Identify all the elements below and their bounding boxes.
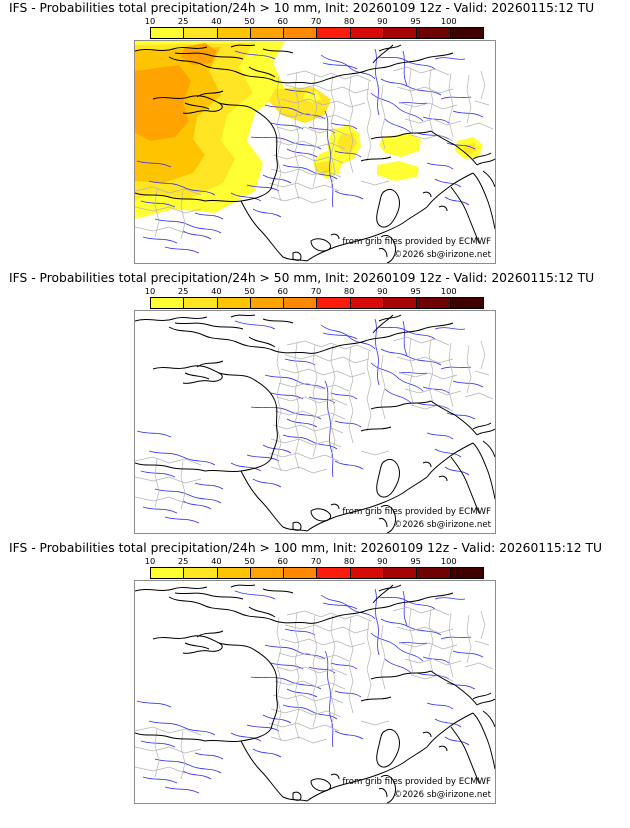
colorbar-tick-50: 50 (244, 556, 255, 566)
colorbar-segment-40 (217, 298, 251, 308)
colorbar-segment-10 (151, 568, 185, 578)
colorbar-segment-70 (317, 298, 351, 308)
panel-10mm: IFS - Probabilities total precipitation/… (0, 0, 630, 264)
rivers-layer (136, 318, 484, 524)
map-canvas-100mm[interactable]: from grib files provided by ECMWF ©2026 … (134, 580, 496, 804)
colorbar-tick-50: 50 (244, 16, 255, 26)
colorbar-segment-80 (350, 568, 385, 578)
colorbar-gradient (150, 27, 484, 39)
colorbar-tick-labels: 10 25 40 50 60 70 80 90 95 100 (0, 287, 630, 298)
colorbar-tick-90: 90 (377, 556, 388, 566)
colorbar-tick-80: 80 (343, 16, 355, 26)
colorbar-segment-90 (384, 28, 418, 38)
panel-100mm: IFS - Probabilities total precipitation/… (0, 540, 630, 804)
colorbar-tick-70: 70 (310, 556, 322, 566)
colorbar-segment-95 (417, 28, 451, 38)
panel-50mm: IFS - Probabilities total precipitation/… (0, 270, 630, 534)
colorbar-tick-25: 25 (177, 556, 189, 566)
admin-boundaries-layer (135, 606, 494, 780)
map-canvas-10mm[interactable]: from grib files provided by ECMWF ©2026 … (134, 40, 496, 264)
panel-title: IFS - Probabilities total precipitation/… (9, 1, 595, 15)
colorbar-segment-10 (151, 298, 185, 308)
colorbar-tick-100: 100 (440, 556, 457, 566)
colorbar-segment-80 (350, 28, 385, 38)
colorbar-segment-100 (450, 28, 483, 38)
colorbar-gradient (150, 567, 484, 579)
rivers-layer (136, 48, 484, 254)
map-svg (135, 41, 495, 263)
precip-probability-shading (135, 41, 483, 219)
colorbar-tick-40: 40 (211, 286, 222, 296)
rivers-layer (136, 588, 484, 794)
colorbar-tick-60: 60 (277, 286, 289, 296)
colorbar-segment-70 (317, 568, 351, 578)
map-credit-source: from grib files provided by ECMWF (342, 507, 491, 517)
panel-title: IFS - Probabilities total precipitation/… (9, 541, 602, 555)
admin-boundaries-layer (135, 66, 494, 240)
colorbar-segment-95 (417, 298, 451, 308)
colorbar-tick-25: 25 (177, 16, 189, 26)
colorbar-segment-50 (250, 568, 285, 578)
colorbar: 10 25 40 50 60 70 80 90 95 100 (0, 557, 630, 579)
colorbar-tick-90: 90 (377, 16, 388, 26)
admin-boundaries-layer (135, 336, 494, 510)
colorbar-tick-90: 90 (377, 286, 388, 296)
coastline-layer (135, 44, 495, 263)
colorbar-segment-25 (184, 568, 218, 578)
colorbar-tick-95: 95 (410, 556, 421, 566)
colorbar-segment-90 (384, 568, 418, 578)
colorbar-tick-10: 10 (144, 556, 156, 566)
colorbar-tick-50: 50 (244, 286, 255, 296)
colorbar-segment-25 (184, 298, 218, 308)
colorbar-tick-10: 10 (144, 16, 156, 26)
colorbar-tick-70: 70 (310, 286, 322, 296)
colorbar-tick-80: 80 (343, 556, 355, 566)
colorbar-segment-100 (450, 568, 483, 578)
map-canvas-50mm[interactable]: from grib files provided by ECMWF ©2026 … (134, 310, 496, 534)
map-credit-source: from grib files provided by ECMWF (342, 237, 491, 247)
colorbar-tick-60: 60 (277, 556, 289, 566)
colorbar-segment-50 (250, 28, 285, 38)
colorbar-segment-100 (450, 298, 483, 308)
colorbar-segment-90 (384, 298, 418, 308)
colorbar-segment-60 (284, 568, 318, 578)
colorbar-tick-100: 100 (440, 286, 457, 296)
colorbar-tick-60: 60 (277, 16, 289, 26)
coastline-layer (135, 314, 495, 533)
colorbar-tick-25: 25 (177, 286, 189, 296)
panel-title: IFS - Probabilities total precipitation/… (9, 271, 595, 285)
colorbar-segment-70 (317, 28, 351, 38)
map-credit-copyright: ©2026 sb@irizone.net (393, 520, 491, 530)
colorbar-gradient (150, 297, 484, 309)
colorbar-tick-100: 100 (440, 16, 457, 26)
colorbar-segment-50 (250, 298, 285, 308)
colorbar-tick-labels: 10 25 40 50 60 70 80 90 95 100 (0, 17, 630, 28)
colorbar-segment-10 (151, 28, 185, 38)
map-credit-copyright: ©2026 sb@irizone.net (393, 250, 491, 260)
colorbar-tick-95: 95 (410, 286, 421, 296)
map-svg (135, 314, 495, 533)
map-svg (135, 584, 495, 803)
colorbar-segment-60 (284, 298, 318, 308)
colorbar-segment-40 (217, 568, 251, 578)
map-credit-copyright: ©2026 sb@irizone.net (393, 790, 491, 800)
colorbar: 10 25 40 50 60 70 80 90 95 100 (0, 287, 630, 309)
colorbar-tick-labels: 10 25 40 50 60 70 80 90 95 100 (0, 557, 630, 568)
colorbar-tick-80: 80 (343, 286, 355, 296)
colorbar: 10 25 40 50 60 70 80 90 95 100 (0, 17, 630, 39)
coastline-layer (135, 584, 495, 803)
colorbar-tick-40: 40 (211, 556, 222, 566)
colorbar-tick-10: 10 (144, 286, 156, 296)
colorbar-tick-95: 95 (410, 16, 421, 26)
map-credit-source: from grib files provided by ECMWF (342, 777, 491, 787)
colorbar-tick-70: 70 (310, 16, 322, 26)
colorbar-segment-60 (284, 28, 318, 38)
colorbar-segment-80 (350, 298, 385, 308)
colorbar-segment-95 (417, 568, 451, 578)
colorbar-segment-40 (217, 28, 251, 38)
colorbar-tick-40: 40 (211, 16, 222, 26)
colorbar-segment-25 (184, 28, 218, 38)
